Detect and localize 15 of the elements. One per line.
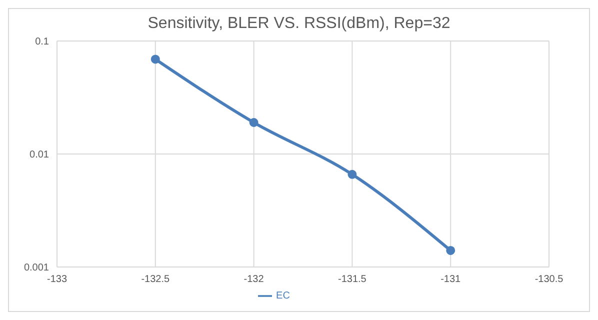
point: [249, 118, 258, 127]
y-tick-label: 0.01: [30, 150, 50, 161]
chart-title: Sensitivity, BLER VS. RSSI(dBm), Rep=32: [146, 15, 452, 33]
x-tick-label: -131: [440, 274, 462, 286]
x-tick-label: -132.5: [141, 274, 170, 286]
point: [150, 54, 160, 64]
point: [348, 170, 357, 179]
point: [446, 246, 456, 255]
x-tick-label: -133: [46, 274, 68, 286]
y-tick-label: 0.1: [35, 36, 50, 48]
y-tick-label: 0.001: [24, 262, 50, 274]
legend-label: EC: [276, 290, 290, 302]
x-tick-label: -130.5: [534, 274, 564, 286]
x-tick-label: -131.5: [338, 274, 367, 286]
x-tick-label: -132: [244, 274, 264, 286]
